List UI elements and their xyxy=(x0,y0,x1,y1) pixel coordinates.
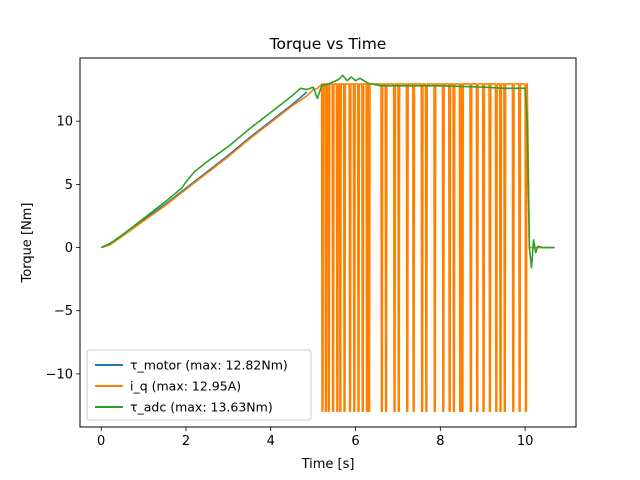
legend-label-tau-motor: τ_motor (max: 12.82Nm) xyxy=(130,358,288,373)
x-axis-label: Time [s] xyxy=(301,457,355,472)
y-axis-label: Torque [Nm] xyxy=(20,203,35,284)
x-tick-label: 10 xyxy=(517,434,534,449)
x-tick-label: 6 xyxy=(351,434,359,449)
x-tick-label: 4 xyxy=(267,434,275,449)
series-i-q-line xyxy=(100,83,551,412)
legend: τ_motor (max: 12.82Nm) i_q (max: 12.95A)… xyxy=(86,349,312,421)
x-tick-label: 8 xyxy=(436,434,444,449)
legend-label-tau-adc: τ_adc (max: 13.63Nm) xyxy=(130,400,273,415)
chart-title: Torque vs Time xyxy=(269,35,387,53)
legend-label-i-q: i_q (max: 12.95A) xyxy=(130,379,241,394)
series-tau-adc-line xyxy=(100,74,555,269)
series-layer xyxy=(100,74,555,412)
y-tick-label: 10 xyxy=(56,115,73,130)
legend-box xyxy=(86,349,312,421)
y-tick-label: −5 xyxy=(54,304,73,319)
y-axis-ticks: −10 −5 0 5 10 xyxy=(46,115,80,382)
x-tick-label: 0 xyxy=(97,434,105,449)
plot-frame xyxy=(79,57,577,428)
y-tick-label: 5 xyxy=(65,178,73,193)
y-tick-label: 0 xyxy=(65,241,73,256)
x-tick-label: 2 xyxy=(182,434,190,449)
y-tick-label: −10 xyxy=(46,367,73,382)
x-axis-ticks: 0 2 4 6 8 10 xyxy=(97,427,533,449)
